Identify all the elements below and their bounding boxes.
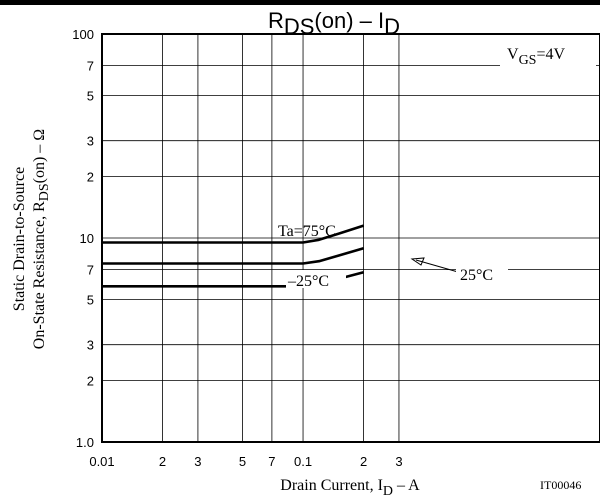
x-tick-label: 3 [194,454,201,469]
top-rule [0,0,600,5]
y-tick-label: 7 [87,59,94,74]
y-tick-label: 2 [87,374,94,389]
grid [102,34,600,442]
x-tick-label: 2 [360,454,367,469]
y-tick-label: 5 [87,292,94,307]
series-label-25c: 25°C [460,267,493,284]
y-tick-label: 3 [87,338,94,353]
label-bg-m25c [286,270,346,288]
x-tick-label: 5 [239,454,246,469]
y-axis-label-line2: On-State Resistance, RDS(on) – Ω [31,129,52,350]
y-tick-label: 5 [87,88,94,103]
y-tick-label: 2 [87,170,94,185]
x-tick-label: 2 [159,454,166,469]
x-tick-label: 7 [268,454,275,469]
y-tick-label: 10 [80,231,94,246]
y-tick-label: 3 [87,134,94,149]
tick-labels: 0.01 2 3 5 7 0.1 2 3 1.0 2 3 5 7 10 2 3 5 7 100 [72,27,402,469]
y-tick-label: 7 [87,263,94,278]
x-tick-label: 0.1 [294,454,312,469]
y-axis-label-line1: Static Drain-to-Source [11,167,28,311]
x-tick-label: 3 [395,454,402,469]
y-axis-label: Static Drain-to-Source On-State Resistan… [11,129,52,350]
condition-bg [500,42,596,66]
figure-id: IT00046 [540,478,581,492]
x-axis-label: Drain Current, ID – A [280,477,420,499]
annotation-arrow [410,257,459,273]
series-label-75c: Ta=75°C [278,223,336,240]
x-tick-label: 0.01 [89,454,114,469]
y-tick-label: 1.0 [76,435,94,450]
y-tick-label: 100 [72,27,94,42]
series-line-0 [102,224,364,244]
label-bg-25c [456,264,508,282]
condition-label: VGS=4V [507,46,565,68]
plot-frame [101,33,600,443]
series-line-1 [102,247,364,265]
series-label-minus25c: –25°C [287,273,329,290]
